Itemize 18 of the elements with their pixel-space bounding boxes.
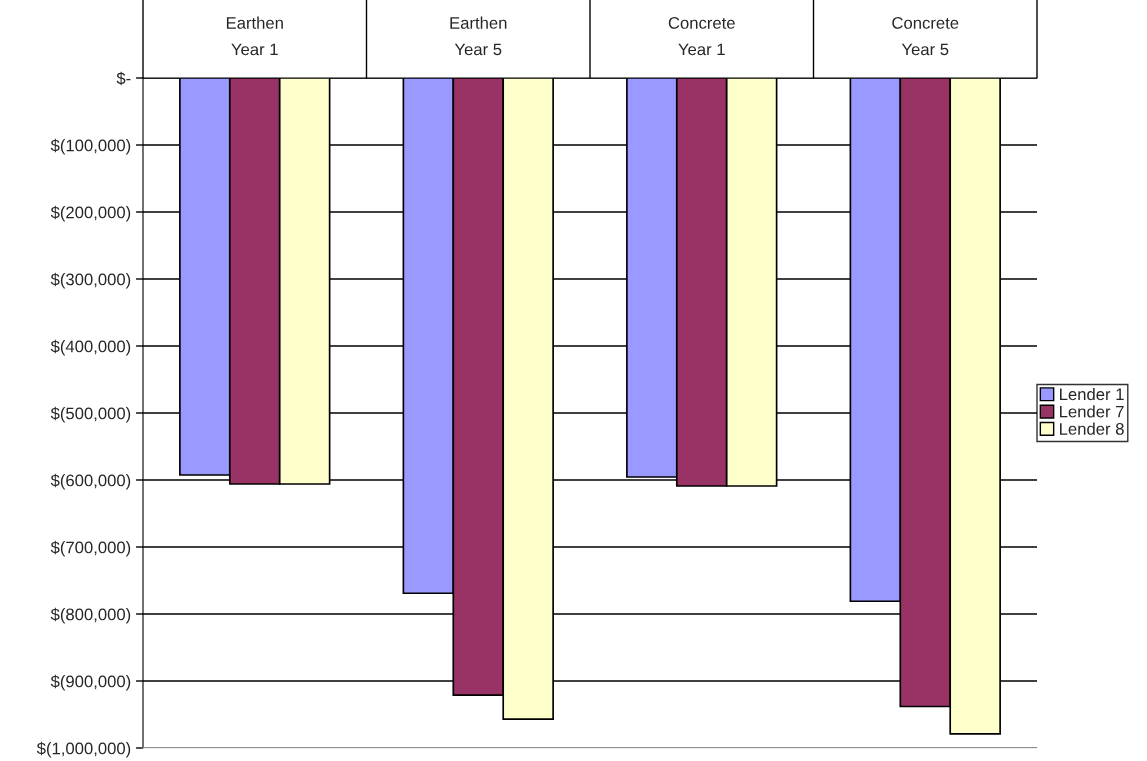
y-tick-label: $(100,000): [50, 138, 131, 155]
legend-label: Lender 7: [1060, 405, 1124, 418]
x-tick-label: Concrete Year 1: [668, 17, 735, 56]
y-tick-label: $(200,000): [50, 205, 131, 222]
legend-label: Lender 1: [1060, 387, 1124, 401]
y-tick-label: $(300,000): [50, 272, 131, 289]
y-tick-label: $(600,000): [50, 473, 131, 490]
y-tick-label: $(800,000): [50, 607, 131, 624]
x-tick-label: Earthen Year 1: [226, 16, 283, 56]
y-tick-label: $-: [116, 71, 131, 86]
x-tick-label: Earthen Year 5: [450, 16, 507, 56]
y-tick-label: $(400,000): [50, 339, 131, 356]
y-tick-label: $(500,000): [50, 406, 131, 423]
x-tick-label: Concrete Year 5: [892, 17, 959, 56]
y-tick-label: $(700,000): [50, 540, 131, 557]
y-tick-label: $(1,000,000): [36, 741, 131, 758]
y-tick-label: $(900,000): [50, 674, 131, 691]
legend-label: Lender 8: [1060, 422, 1124, 435]
